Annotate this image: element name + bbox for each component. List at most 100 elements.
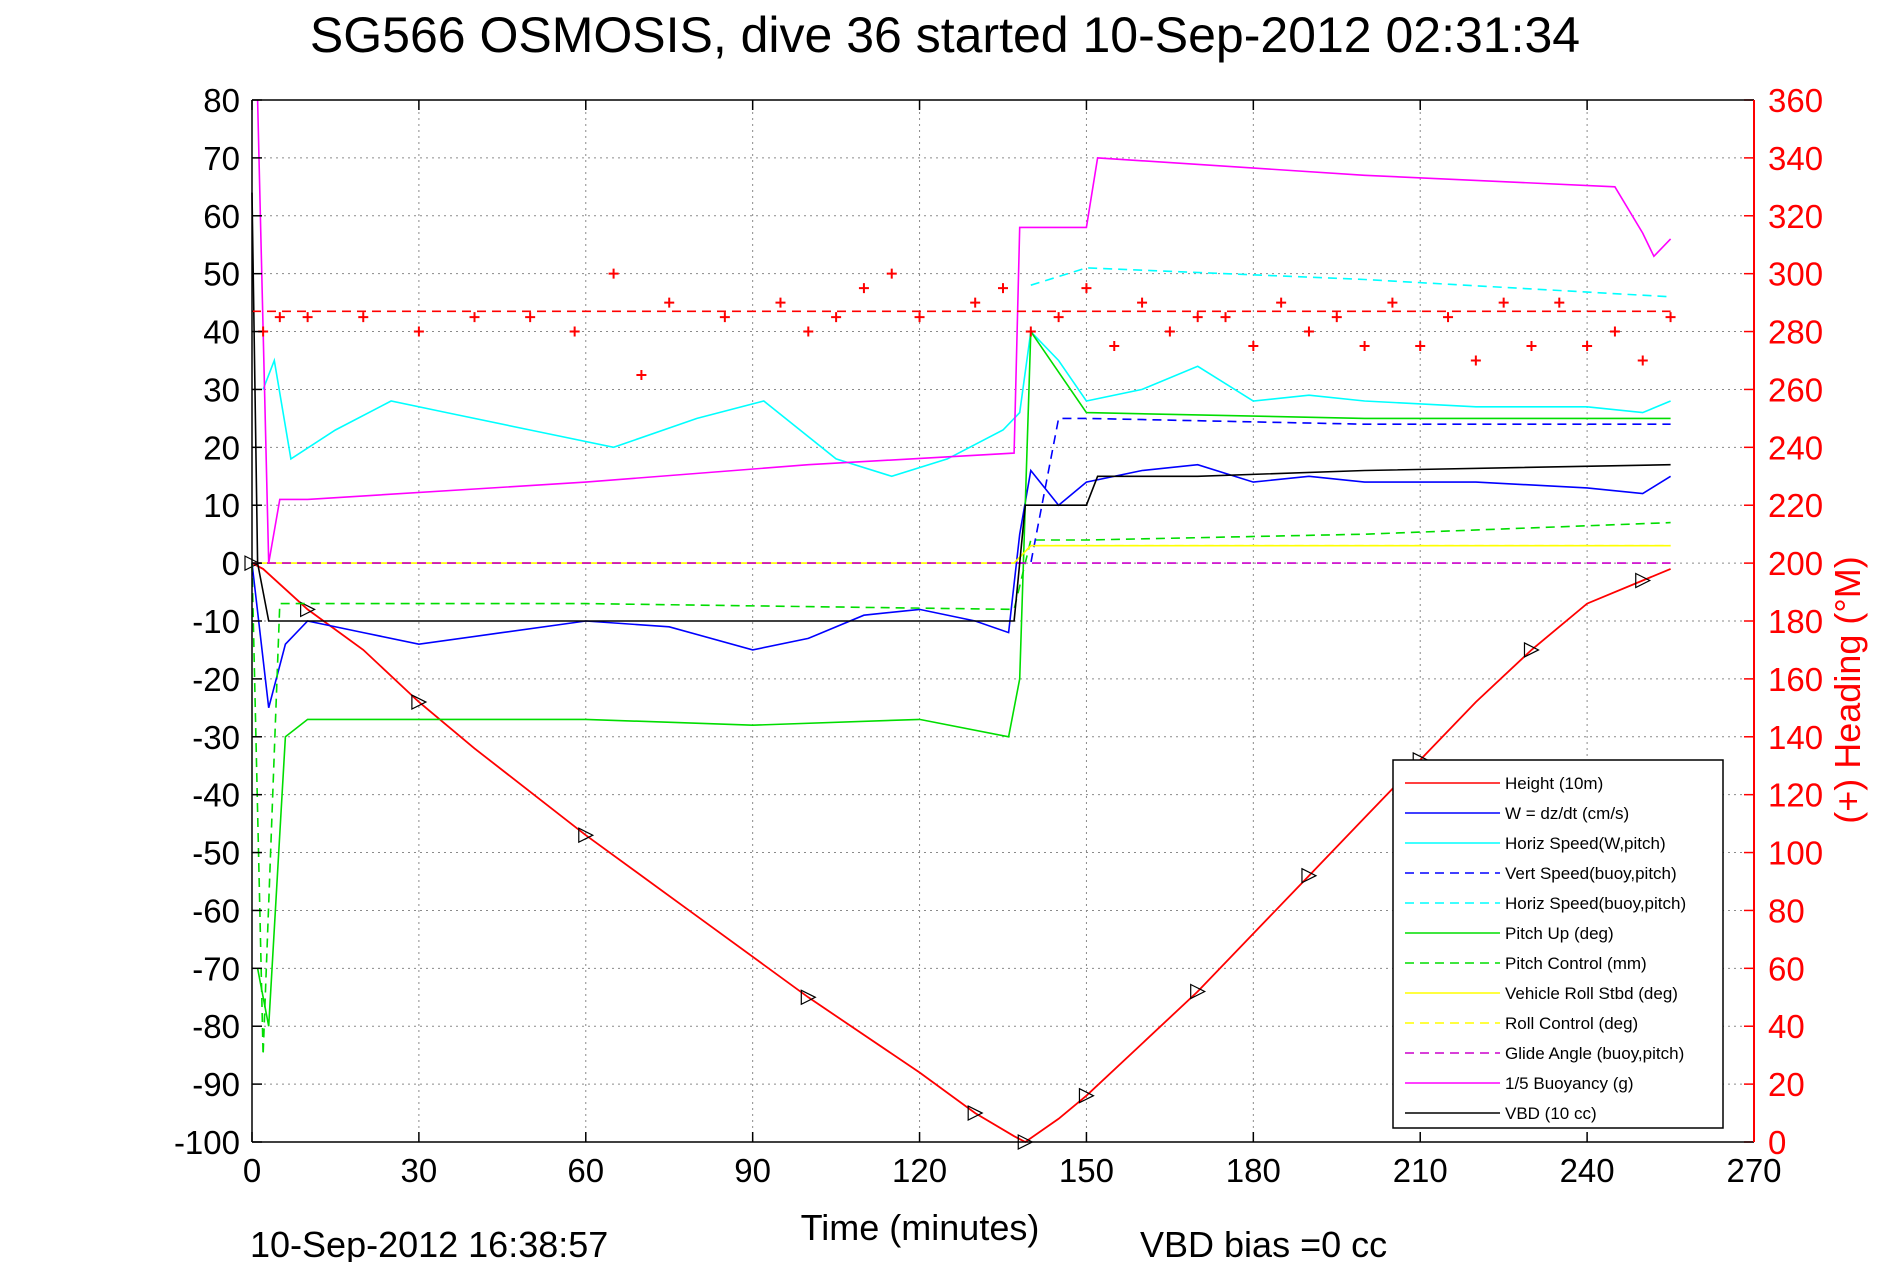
legend-label: Roll Control (deg) bbox=[1505, 1014, 1638, 1033]
heading-point bbox=[1331, 312, 1342, 323]
legend-label: Vehicle Roll Stbd (deg) bbox=[1505, 984, 1678, 1003]
y-tick-label: 40 bbox=[203, 314, 240, 351]
y-right-tick-label: 160 bbox=[1768, 661, 1823, 698]
legend-box bbox=[1392, 759, 1724, 1129]
height-sample-marker bbox=[1523, 641, 1540, 658]
x-tick-label: 270 bbox=[1726, 1152, 1781, 1189]
y-right-tick-label: 100 bbox=[1768, 835, 1823, 872]
heading-point bbox=[1582, 341, 1593, 352]
legend-items: Height (10m) W = dz/dt (cm/s) Horiz Speed(… bbox=[1405, 774, 1686, 1123]
heading-point bbox=[775, 297, 786, 308]
heading-point bbox=[1359, 341, 1370, 352]
y-tick-label: -90 bbox=[192, 1066, 240, 1103]
heading-point bbox=[1470, 355, 1481, 366]
heading-point bbox=[831, 312, 842, 323]
legend-label: Pitch Control (mm) bbox=[1505, 954, 1647, 973]
heading-point bbox=[1192, 312, 1203, 323]
y-tick-label: 70 bbox=[203, 140, 240, 177]
y-tick-label: -40 bbox=[192, 777, 240, 814]
heading-point bbox=[1443, 312, 1454, 323]
y-right-tick-label: 320 bbox=[1768, 198, 1823, 235]
y-tick-label: 20 bbox=[203, 429, 240, 466]
heading-point bbox=[664, 297, 675, 308]
height-sample-marker bbox=[1078, 1087, 1095, 1104]
series-layer bbox=[244, 99, 1676, 1150]
heading-point bbox=[1109, 341, 1120, 352]
heading-markers bbox=[258, 268, 1676, 380]
heading-point bbox=[1387, 297, 1398, 308]
y-right-tick-label: 20 bbox=[1768, 1066, 1805, 1103]
series-line-horiz-speed-w-pitch bbox=[262, 329, 1671, 478]
y-right-tick-label: 220 bbox=[1768, 487, 1823, 524]
y-tick-label: 10 bbox=[203, 487, 240, 524]
legend-label: Pitch Up (deg) bbox=[1505, 924, 1614, 943]
x-tick-label: 210 bbox=[1393, 1152, 1448, 1189]
y-tick-label: 30 bbox=[203, 371, 240, 408]
x-tick-label: 90 bbox=[734, 1152, 771, 1189]
y-tick-label: 50 bbox=[203, 256, 240, 293]
height-sample-marker bbox=[800, 989, 817, 1006]
x-tick-label: 30 bbox=[401, 1152, 438, 1189]
y-tick-label: -60 bbox=[192, 892, 240, 929]
heading-point bbox=[1053, 312, 1064, 323]
y-right-tick-label: 300 bbox=[1768, 256, 1823, 293]
x-tick-label: 180 bbox=[1226, 1152, 1281, 1189]
heading-point bbox=[1554, 297, 1565, 308]
legend-label: Horiz Speed(W,pitch) bbox=[1505, 834, 1666, 853]
heading-point bbox=[569, 326, 580, 337]
heading-point bbox=[1526, 341, 1537, 352]
heading-point bbox=[719, 312, 730, 323]
chart-title: SG566 OSMOSIS, dive 36 started 10-Sep-20… bbox=[310, 7, 1580, 63]
y-right-tick-label: 0 bbox=[1768, 1124, 1786, 1161]
heading-point bbox=[1248, 341, 1259, 352]
heading-point bbox=[803, 326, 814, 337]
heading-point bbox=[1276, 297, 1287, 308]
y-right-tick-label: 260 bbox=[1768, 371, 1823, 408]
y-right-tick-label: 340 bbox=[1768, 140, 1823, 177]
footer-timestamp: 10-Sep-2012 16:38:57 bbox=[250, 1224, 608, 1262]
height-sample-marker bbox=[411, 694, 428, 711]
x-tick-label: 0 bbox=[243, 1152, 261, 1189]
y-tick-label: -20 bbox=[192, 661, 240, 698]
heading-point bbox=[1498, 297, 1509, 308]
x-tick-label: 240 bbox=[1560, 1152, 1615, 1189]
heading-point bbox=[525, 312, 536, 323]
heading-point bbox=[358, 312, 369, 323]
heading-point bbox=[1303, 326, 1314, 337]
legend-label: Glide Angle (buoy,pitch) bbox=[1505, 1044, 1684, 1063]
heading-point bbox=[1609, 326, 1620, 337]
heading-point bbox=[1665, 312, 1676, 323]
heading-point bbox=[469, 312, 480, 323]
y-right-tick-label: 60 bbox=[1768, 950, 1805, 987]
y-tick-label: -30 bbox=[192, 719, 240, 756]
y-tick-label: -10 bbox=[192, 603, 240, 640]
y-tick-label: -100 bbox=[174, 1124, 240, 1161]
heading-point bbox=[1081, 283, 1092, 294]
series-line-roll-control-deg bbox=[252, 544, 1671, 564]
heading-point bbox=[998, 283, 1008, 294]
series-line-vbd-10-cc bbox=[251, 192, 1671, 622]
heading-point bbox=[413, 326, 424, 337]
series-line-vert-speed-buoy-pitch bbox=[252, 417, 1671, 564]
y-tick-label: -70 bbox=[192, 950, 240, 987]
height-sample-marker bbox=[578, 827, 595, 844]
x-tick-label: 150 bbox=[1059, 1152, 1114, 1189]
legend-label: Horiz Speed(buoy,pitch) bbox=[1505, 894, 1686, 913]
series-line-height-10m bbox=[251, 562, 1671, 1144]
heading-point bbox=[1025, 326, 1036, 337]
heading-point bbox=[970, 297, 981, 308]
y-right-tick-label: 360 bbox=[1768, 82, 1823, 119]
y-right-tick-label: 200 bbox=[1768, 545, 1823, 582]
y-tick-label: 0 bbox=[222, 545, 240, 582]
y-right-tick-label: 140 bbox=[1768, 719, 1823, 756]
y-right-tick-label: 120 bbox=[1768, 777, 1823, 814]
axes-layer bbox=[251, 99, 1755, 1143]
legend-label: VBD (10 cc) bbox=[1505, 1104, 1597, 1123]
series-line-vehicle-roll-stbd-deg bbox=[252, 544, 1671, 564]
heading-point bbox=[914, 312, 925, 323]
heading-point bbox=[886, 268, 897, 279]
series-line-horiz-speed-buoy-pitch bbox=[1030, 267, 1671, 298]
tick-layer: 0 30 60 90 120 150 180 210 240 270 80 70 60 50 40 30 20 1… bbox=[174, 82, 1823, 1189]
legend-label: W = dz/dt (cm/s) bbox=[1505, 804, 1629, 823]
